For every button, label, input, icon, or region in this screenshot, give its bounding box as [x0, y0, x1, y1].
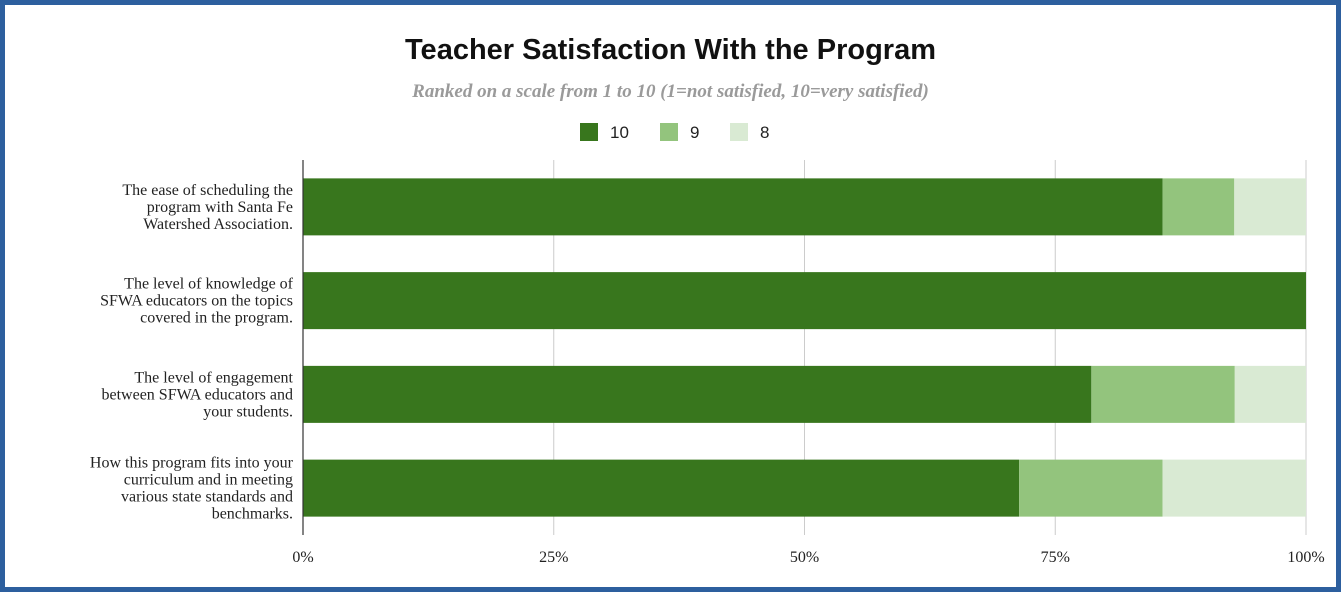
category-label-2-line-3: covered in the program.	[140, 310, 293, 327]
legend-label-8: 8	[760, 123, 769, 142]
category-label-2-line-1: The level of knowledge of	[124, 276, 294, 293]
legend-swatch-10	[580, 123, 598, 141]
category-label-1-line-2: program with Santa Fe	[147, 199, 293, 216]
bar-10-cat-4	[303, 459, 1020, 517]
x-tick-label: 50%	[790, 549, 819, 566]
x-tick-label: 0%	[292, 549, 313, 566]
category-label-2-line-2: SFWA educators on the topics	[100, 293, 293, 310]
legend-label-10: 10	[610, 123, 629, 142]
legend-swatch-9	[660, 123, 678, 141]
legend-swatch-8	[730, 123, 748, 141]
category-label-4-line-4: benchmarks.	[212, 506, 293, 523]
category-label-3-line-1: The level of engagement	[134, 369, 293, 386]
category-label-4-line-2: curriculum and in meeting	[124, 472, 293, 489]
bar-8-cat-1	[1234, 178, 1306, 236]
bar-8-cat-4	[1162, 459, 1306, 517]
chart-title: Teacher Satisfaction With the Program	[405, 34, 936, 66]
bar-8-cat-3	[1234, 365, 1306, 423]
bar-10-cat-2	[303, 272, 1306, 330]
x-tick-label: 25%	[539, 549, 568, 566]
legend-label-9: 9	[690, 123, 699, 142]
bar-10-cat-3	[303, 365, 1092, 423]
x-tick-label: 100%	[1287, 549, 1324, 566]
bar-9-cat-1	[1162, 178, 1235, 236]
x-tick-label: 75%	[1041, 549, 1070, 566]
bar-9-cat-3	[1091, 365, 1235, 423]
category-label-1-line-3: Watershed Association.	[143, 216, 293, 233]
category-label-3-line-2: between SFWA educators and	[101, 386, 293, 403]
bar-10-cat-1	[303, 178, 1163, 236]
category-label-3-line-3: your students.	[203, 403, 293, 420]
bar-9-cat-4	[1019, 459, 1163, 517]
category-label-4-line-3: various state standards and	[121, 489, 293, 506]
category-label-4-line-1: How this program fits into your	[90, 455, 294, 472]
category-label-1-line-1: The ease of scheduling the	[122, 182, 293, 199]
chart-subtitle: Ranked on a scale from 1 to 10 (1=not sa…	[412, 81, 929, 102]
